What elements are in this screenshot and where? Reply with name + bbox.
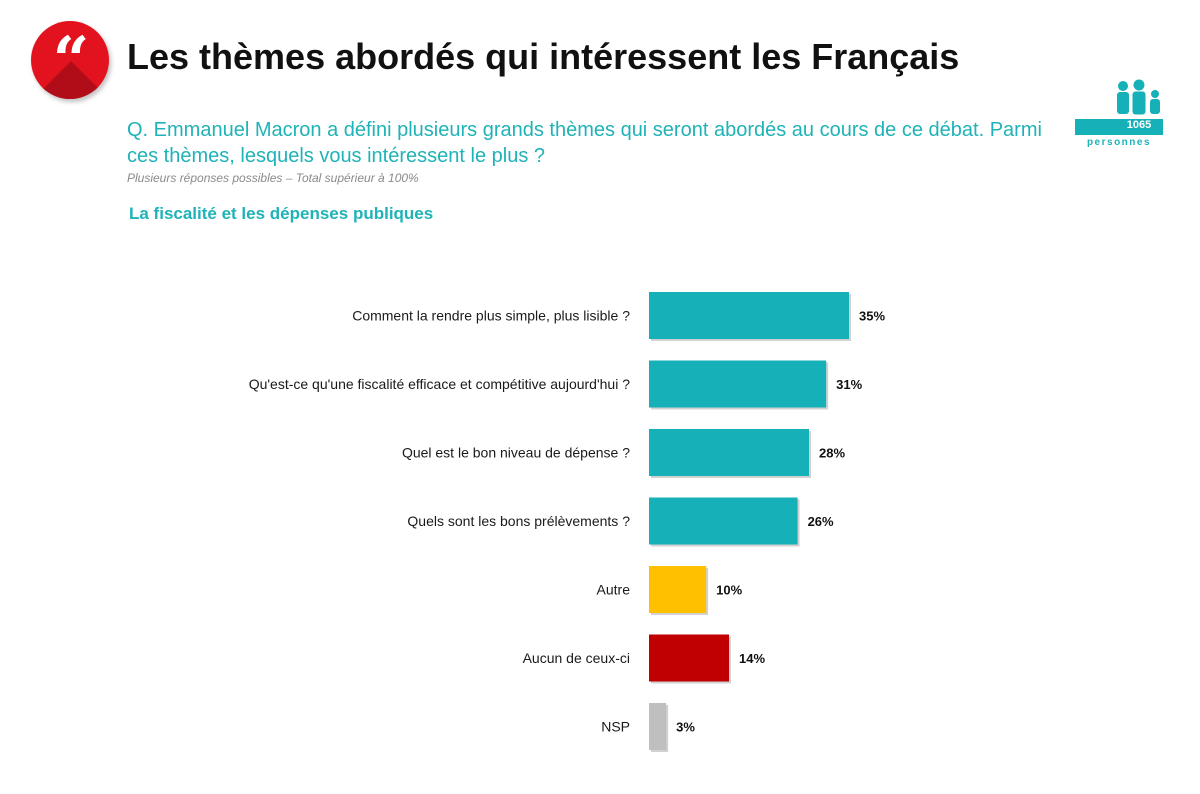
value-label: 10% [716,583,742,598]
value-label: 28% [819,446,845,461]
sample-count: 1065 [1126,119,1152,131]
chart-subtitle: La fiscalité et les dépenses publiques [129,204,434,223]
bar [649,497,798,545]
category-label: Comment la rendre plus simple, plus lisi… [352,308,630,324]
value-label: 35% [859,309,885,324]
bar [649,634,729,682]
bar [649,566,707,613]
bar [649,429,809,476]
quote-badge: “ [31,21,109,99]
category-label: Autre [597,582,631,598]
value-label: 31% [836,377,862,392]
value-label: 26% [808,514,834,529]
value-label: 3% [676,720,695,735]
people-group-icon [1075,79,1163,135]
page-title: Les thèmes abordés qui intéressent les F… [127,36,960,77]
bar [649,292,849,339]
sample-size-badge: 1065 personnes [1075,78,1163,150]
category-label: Aucun de ceux-ci [523,650,630,666]
answer-note: Plusieurs réponses possibles – Total sup… [127,171,419,185]
quote-icon: “ [52,23,90,98]
category-label: Quel est le bon niveau de dépense ? [402,445,630,461]
category-label: Quels sont les bons prélèvements ? [407,513,630,529]
category-label: Qu'est-ce qu'une fiscalité efficace et c… [249,376,631,392]
bar [649,703,667,750]
category-label: NSP [601,719,630,735]
value-label: 14% [739,651,765,666]
sample-label: personnes [1086,137,1152,148]
bar [649,360,827,408]
question-text: Q. Emmanuel Macron a défini plusieurs gr… [127,119,1042,167]
